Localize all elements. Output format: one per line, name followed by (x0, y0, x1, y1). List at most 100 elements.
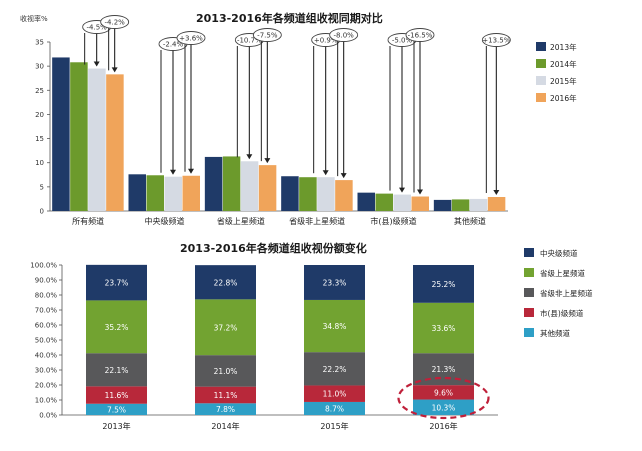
bar-2016年-其他频道 (487, 196, 506, 211)
legend-swatch (536, 76, 546, 85)
bar-2013年-省级上星频道 (204, 156, 223, 211)
annotation-arrow-head (493, 189, 500, 195)
legend-swatch (536, 59, 546, 68)
x-category-label: 中央级频道 (145, 216, 185, 226)
y-tick-label-2: 100.0% (30, 262, 57, 270)
y-tick-label: 15 (35, 135, 44, 143)
bar-2014年-省级上星频道 (222, 156, 241, 211)
bar-2013年-市(县)级频道 (357, 192, 375, 211)
annotation-arrow-head (170, 169, 176, 175)
stacked-segment-中央级频道-2014年 (195, 265, 256, 300)
annotation-label: -7.5% (257, 32, 278, 40)
annotation-label: -4.2% (105, 19, 126, 27)
segment-label: 22.2% (323, 365, 347, 374)
x-category-label: 所有频道 (72, 216, 104, 226)
y-tick-label-2: 60.0% (35, 322, 58, 330)
y-tick-label: 25 (35, 87, 44, 95)
bar-2015年-所有频道 (88, 68, 106, 211)
y-tick-label-2: 40.0% (35, 352, 58, 360)
stacked-segment-中央级频道-2013年 (86, 264, 147, 301)
legend-swatch-2 (524, 248, 534, 257)
annotation-label: -2.4% (163, 41, 184, 49)
annotation-arrow-head (111, 67, 118, 73)
segment-label: 10.3% (432, 403, 456, 412)
segment-label: 37.2% (214, 323, 238, 332)
legend-label: 2016年 (550, 93, 577, 103)
segment-label: 11.6% (105, 391, 129, 400)
annotation-label: -8.0% (334, 32, 355, 40)
x-category-label-2: 2013年 (102, 421, 130, 431)
bar-2015年-其他频道 (469, 198, 488, 211)
x-category-label-2: 2014年 (211, 421, 239, 431)
chart1-title: 2013-2016年各频道组收视同期对比 (196, 12, 383, 25)
y-tick-label-2: 90.0% (35, 277, 58, 285)
stacked-segment-省级非上星频道-2015年 (304, 352, 365, 386)
y-tick-label-2: 70.0% (35, 307, 58, 315)
segment-label: 35.2% (105, 323, 129, 332)
x-category-label-2: 2016年 (429, 421, 457, 431)
stacked-segment-其他频道-2014年 (195, 403, 256, 415)
bar-2014年-所有频道 (70, 62, 88, 211)
bar-2014年-市(县)级频道 (375, 193, 393, 211)
bar-2015年-省级非上星频道 (317, 177, 335, 211)
bar-2013年-所有频道 (52, 57, 70, 211)
segment-label: 21.0% (214, 367, 238, 376)
stacked-segment-省级上星频道-2016年 (413, 302, 474, 354)
legend-label: 2015年 (550, 76, 577, 86)
segment-label: 9.6% (434, 388, 453, 397)
bar-2015年-市(县)级频道 (393, 194, 411, 211)
annotation-bubble (176, 31, 206, 45)
bar-2015年-省级上星频道 (240, 161, 259, 211)
legend-label-2: 市(县)级频道 (540, 308, 584, 318)
annotation-bubble (252, 28, 282, 42)
y-tick-label-2: 0.0% (39, 412, 57, 420)
x-category-label: 其他频道 (454, 216, 486, 226)
segment-label: 22.8% (214, 278, 238, 287)
segment-label: 34.8% (323, 322, 347, 331)
annotation-bubble (481, 33, 511, 47)
legend-swatch (536, 93, 546, 102)
stacked-segment-省级非上星频道-2013年 (86, 353, 147, 387)
segment-label: 22.1% (105, 366, 129, 375)
x-category-label-2: 2015年 (320, 421, 348, 431)
bar-2014年-中央级频道 (146, 175, 164, 211)
y-tick-label-2: 20.0% (35, 382, 58, 390)
annotation-arrow-head (322, 170, 329, 176)
annotation-bubble (329, 28, 359, 42)
y-tick-label: 35 (35, 39, 44, 47)
stacked-segment-市(县)级频道-2013年 (86, 386, 147, 404)
annotation-arrow-head (340, 173, 347, 179)
bar-2016年-中央级频道 (182, 175, 200, 211)
stacked-segment-其他频道-2016年 (413, 399, 474, 415)
annotation-arrow-head (417, 189, 423, 195)
annotation-arrow-head (246, 154, 253, 160)
legend-swatch-2 (524, 288, 534, 297)
stacked-segment-市(县)级频道-2015年 (304, 385, 365, 402)
y-tick-label: 5 (40, 183, 44, 191)
legend-label-2: 省级非上星频道 (540, 288, 593, 298)
stacked-segment-中央级频道-2015年 (304, 265, 365, 300)
segment-label: 23.3% (323, 278, 347, 287)
segment-label: 11.0% (323, 390, 347, 399)
annotation-bubble (405, 28, 435, 42)
legend-label-2: 中央级频道 (540, 248, 578, 258)
stacked-segment-其他频道-2015年 (304, 401, 365, 415)
bar-2016年-市(县)级频道 (411, 196, 429, 211)
legend-label-2: 省级上星频道 (540, 268, 585, 278)
annotation-label: -16.5% (408, 32, 433, 40)
annotation-bubble (100, 15, 130, 29)
stacked-segment-省级上星频道-2015年 (304, 299, 365, 353)
bar-2013年-省级非上星频道 (281, 176, 299, 211)
segment-label: 8.7% (325, 404, 344, 413)
legend-swatch-2 (524, 308, 534, 317)
highlight-ellipse (397, 376, 490, 420)
segment-label: 25.2% (432, 280, 456, 289)
segment-label: 7.8% (216, 405, 235, 414)
y-tick-label: 20 (35, 111, 44, 119)
y-tick-label: 0 (40, 208, 44, 216)
legend-label: 2014年 (550, 59, 577, 69)
y-tick-label: 10 (35, 159, 44, 167)
stacked-segment-省级非上星频道-2016年 (413, 353, 474, 386)
bar-2016年-省级非上星频道 (335, 180, 353, 211)
stacked-segment-省级上星频道-2013年 (86, 300, 147, 354)
